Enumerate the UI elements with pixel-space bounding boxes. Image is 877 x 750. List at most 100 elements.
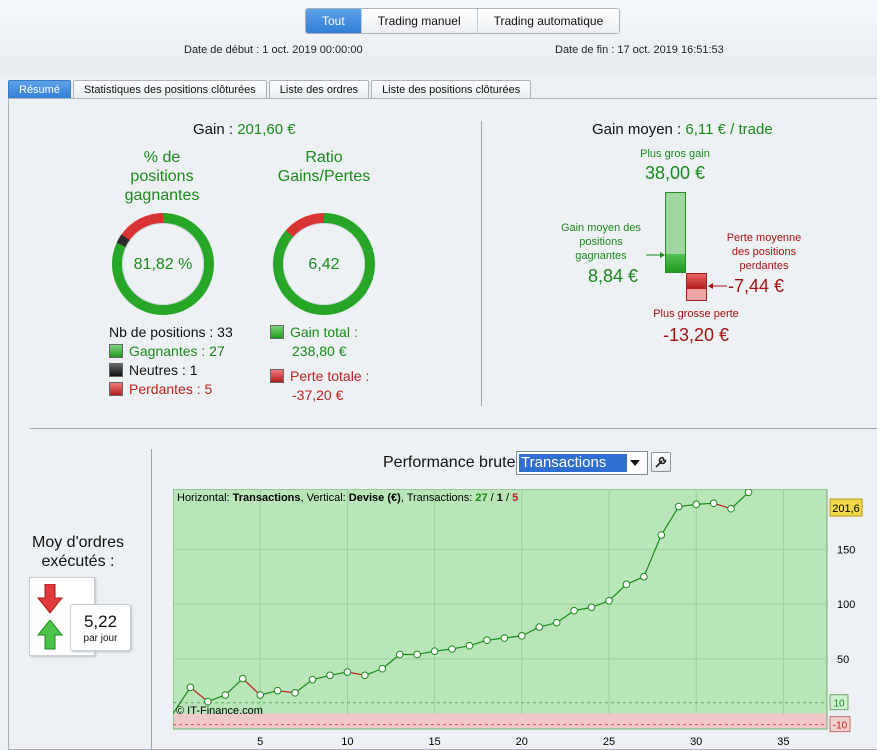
equity-point[interactable] bbox=[535, 623, 544, 631]
equity-point[interactable] bbox=[204, 697, 212, 706]
equity-point[interactable] bbox=[238, 674, 247, 683]
mode-auto-button[interactable]: Trading automatique bbox=[477, 9, 620, 33]
equity-point[interactable] bbox=[291, 689, 299, 697]
avg-gain-label: Gain moyen : bbox=[592, 121, 686, 138]
legend-red-swatch bbox=[109, 382, 123, 396]
avg-gain-bar bbox=[666, 254, 685, 272]
arrow-right-icon bbox=[646, 252, 665, 258]
equity-point[interactable] bbox=[657, 531, 666, 539]
ratio-donut bbox=[273, 213, 375, 315]
equity-point[interactable] bbox=[308, 675, 317, 684]
positions-total: Nb de positions : 33 bbox=[109, 324, 233, 340]
equity-point[interactable] bbox=[709, 499, 718, 508]
perte-total-swatch bbox=[270, 369, 284, 383]
chart-info-line: Horizontal: Transactions, Vertical: Devi… bbox=[177, 492, 518, 504]
positions-losing: Perdantes : 5 bbox=[129, 381, 213, 397]
equity-segment bbox=[608, 583, 627, 602]
equity-point[interactable] bbox=[552, 618, 561, 627]
lower-ref-badge bbox=[829, 716, 851, 733]
equity-point[interactable] bbox=[674, 502, 683, 511]
equity-point[interactable] bbox=[273, 686, 282, 695]
pct-title-line2: positions bbox=[130, 168, 194, 185]
equity-point[interactable] bbox=[186, 683, 195, 692]
equity-point[interactable] bbox=[430, 647, 439, 655]
positions-neutral: Neutres : 1 bbox=[129, 362, 198, 378]
ratio-title: Ratio Gains/Pertes bbox=[262, 148, 386, 186]
equity-point[interactable] bbox=[518, 632, 526, 640]
avg-gain-bar-label: Gain moyen des positions gagnantes bbox=[560, 221, 642, 263]
equity-point[interactable] bbox=[221, 691, 230, 699]
y-axis-ticks: 50 100 150 bbox=[837, 544, 855, 666]
wrench-icon bbox=[655, 456, 667, 468]
settings-wrench-button[interactable] bbox=[651, 452, 671, 472]
tab-bar: Résumé Statistiques des positions clôtur… bbox=[8, 80, 533, 99]
gain-total-swatch bbox=[270, 325, 284, 339]
performance-select[interactable]: Transactions bbox=[516, 451, 648, 475]
pct-winning-title: % de positions gagnantes bbox=[112, 148, 212, 205]
equity-point[interactable] bbox=[587, 603, 596, 612]
equity-point[interactable] bbox=[465, 641, 474, 650]
equity-segment bbox=[730, 491, 749, 510]
x-tick-label: 5 bbox=[257, 736, 263, 748]
gain-bar bbox=[665, 192, 686, 273]
perte-total-value: -37,20 € bbox=[292, 387, 344, 403]
equity-point[interactable] bbox=[343, 668, 352, 676]
divider-vertical-bottom bbox=[151, 449, 152, 750]
equity-points bbox=[186, 489, 753, 706]
ratio-title-line2: Gains/Pertes bbox=[277, 168, 371, 185]
plot-area bbox=[173, 489, 828, 730]
tab-stats[interactable]: Statistiques des positions clôturées bbox=[72, 80, 267, 99]
gain-total-value: 238,80 € bbox=[292, 343, 347, 359]
max-gain-label: Plus gros gain bbox=[640, 148, 710, 160]
tab-orders[interactable]: Liste des ordres bbox=[268, 80, 370, 99]
equity-point[interactable] bbox=[744, 489, 753, 497]
mode-all-button[interactable]: Tout bbox=[306, 9, 362, 33]
x-tick-label: 25 bbox=[603, 736, 615, 748]
equity-point[interactable] bbox=[361, 671, 369, 680]
orders-per-day-value: 5,22 bbox=[83, 612, 118, 631]
equity-point[interactable] bbox=[727, 504, 735, 513]
equity-point[interactable] bbox=[640, 572, 648, 581]
equity-point[interactable] bbox=[500, 634, 509, 642]
equity-point[interactable] bbox=[692, 500, 701, 509]
upper-ref-badge bbox=[829, 694, 849, 711]
x-tick-label: 10 bbox=[341, 736, 353, 748]
x-tick-label: 30 bbox=[690, 736, 702, 748]
avg-loss-bar-value: -7,44 € bbox=[728, 276, 785, 296]
orders-per-day-unit: par jour bbox=[83, 633, 118, 644]
lower-ref-text: -10 bbox=[833, 721, 848, 732]
equity-point[interactable] bbox=[378, 664, 387, 673]
orders-per-day-box: 5,22 par jour bbox=[70, 604, 131, 651]
avg-loss-bar-label: Perte moyenne des positions perdantes bbox=[724, 231, 804, 273]
tab-closed-positions[interactable]: Liste des positions clôturées bbox=[371, 80, 532, 99]
tab-resume[interactable]: Résumé bbox=[8, 80, 71, 99]
equity-point[interactable] bbox=[326, 671, 334, 680]
max-loss-label: Plus grosse perte bbox=[653, 308, 739, 320]
mode-manual-button[interactable]: Trading manuel bbox=[361, 9, 478, 33]
equity-point[interactable] bbox=[395, 650, 404, 659]
equity-point[interactable] bbox=[622, 580, 631, 589]
arrow-left-icon bbox=[708, 283, 727, 289]
equity-point[interactable] bbox=[570, 606, 578, 615]
end-date: Date de fin : 17 oct. 2019 16:51:53 bbox=[555, 44, 724, 56]
equity-point[interactable] bbox=[605, 596, 613, 605]
loss-bar bbox=[686, 273, 707, 301]
equity-point[interactable] bbox=[448, 645, 456, 653]
equity-point[interactable] bbox=[413, 650, 421, 659]
equity-point[interactable] bbox=[483, 636, 491, 645]
avg-gain-label-line1: Gain moyen des bbox=[560, 222, 642, 234]
equity-segment bbox=[173, 687, 191, 714]
avg-gain-label-line2: positions bbox=[579, 236, 623, 248]
equity-segment bbox=[242, 678, 261, 696]
avg-gain-bar-value: 8,84 € bbox=[588, 266, 639, 286]
equity-point[interactable] bbox=[256, 691, 264, 699]
totals-summary: Gain total : 238,80 € Perte totale : -37… bbox=[270, 323, 369, 405]
performance-chart: 5 10 15 20 25 30 35 50 100 150 201,6 10 -10 Horiz… bbox=[173, 489, 863, 748]
avg-loss-label-line3: perdantes bbox=[739, 260, 789, 272]
gain-total-label: Gain total : bbox=[290, 324, 358, 340]
pct-winning-donut bbox=[112, 213, 214, 315]
equity-segment bbox=[224, 678, 244, 696]
performance-select-value: Transactions bbox=[519, 454, 627, 472]
x-axis-ticks: 5 10 15 20 25 30 35 bbox=[257, 736, 789, 748]
